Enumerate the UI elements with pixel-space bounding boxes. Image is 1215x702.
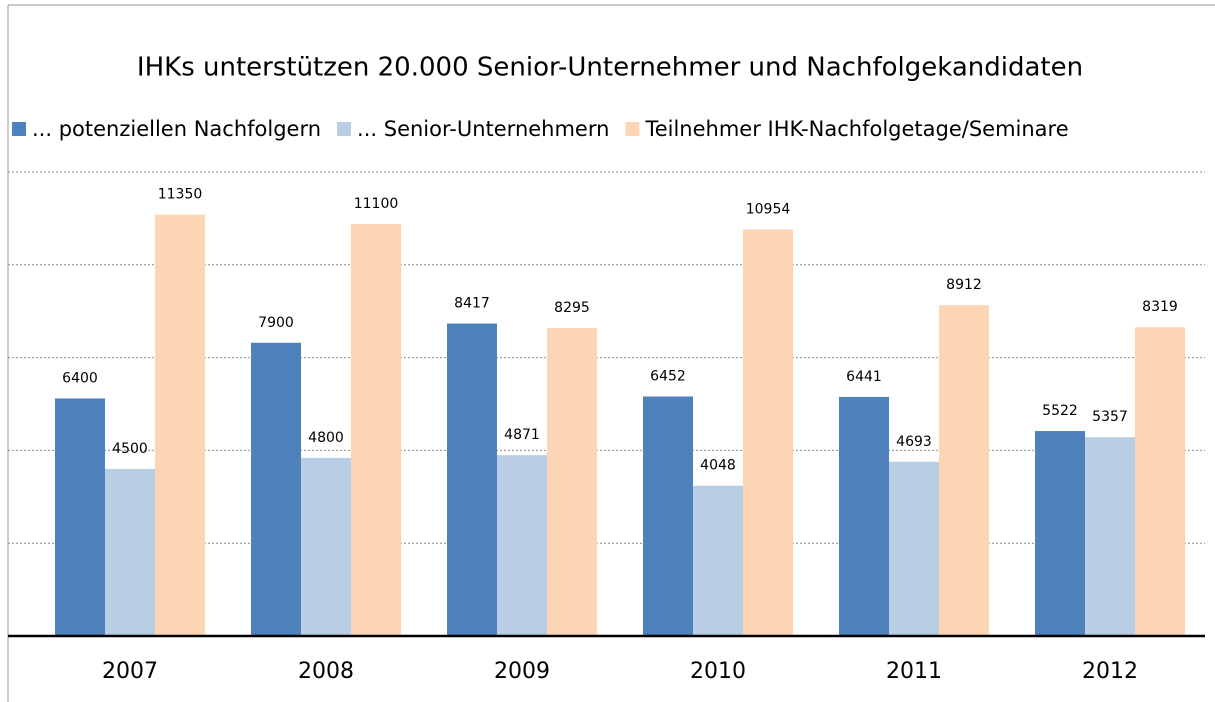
legend-swatch [337,122,352,136]
data-label: 8319 [1142,299,1178,315]
data-label: 4693 [896,434,932,450]
data-label: 5522 [1042,403,1078,419]
bar [155,214,205,637]
bar [889,461,939,636]
bar [839,396,889,636]
x-tick-label: 2009 [494,659,550,684]
legend-swatch [625,122,640,136]
data-label: 8417 [454,296,490,312]
legend-label: ... Senior-Unternehmern [357,117,609,141]
bar [643,396,693,636]
bar [301,457,351,636]
data-label: 8295 [554,300,590,316]
bar [743,229,793,637]
legend: ... potenziellen Nachfolgern ... Senior-U… [12,117,1069,141]
data-label: 6400 [62,370,98,386]
bar [251,342,301,636]
bar [1035,431,1085,636]
x-tick-label: 2012 [1082,659,1138,684]
data-label: 4500 [112,441,148,457]
legend-label: ... potenziellen Nachfolgern [32,117,321,141]
bar [105,468,155,636]
legend-swatch [12,122,26,136]
data-label: 11350 [158,187,203,203]
bar [55,398,105,636]
data-label: 5357 [1092,409,1128,425]
data-label: 7900 [258,315,294,331]
bar [497,455,547,636]
bar [693,485,743,636]
bar [547,328,597,636]
data-label: 4800 [308,430,344,446]
data-label: 10954 [746,201,791,217]
bar [447,323,497,636]
chart-title: IHKs unterstützen 20.000 Senior-Unterneh… [137,53,1083,83]
bar [939,305,989,636]
bar [351,223,401,636]
legend-label: Teilnehmer IHK-Nachfolgetage/Seminare [644,117,1068,141]
x-tick-label: 2010 [690,659,746,684]
data-label: 6452 [650,369,686,385]
x-tick-label: 2011 [886,659,942,684]
data-label: 8912 [946,277,982,293]
data-label: 11100 [354,196,399,212]
data-label: 4871 [504,427,540,443]
bar [1135,327,1185,636]
x-tick-label: 2007 [102,659,158,684]
bar [1085,437,1135,636]
x-tick-label: 2008 [298,659,354,684]
data-label: 6441 [846,369,882,385]
data-label: 4048 [700,458,736,474]
